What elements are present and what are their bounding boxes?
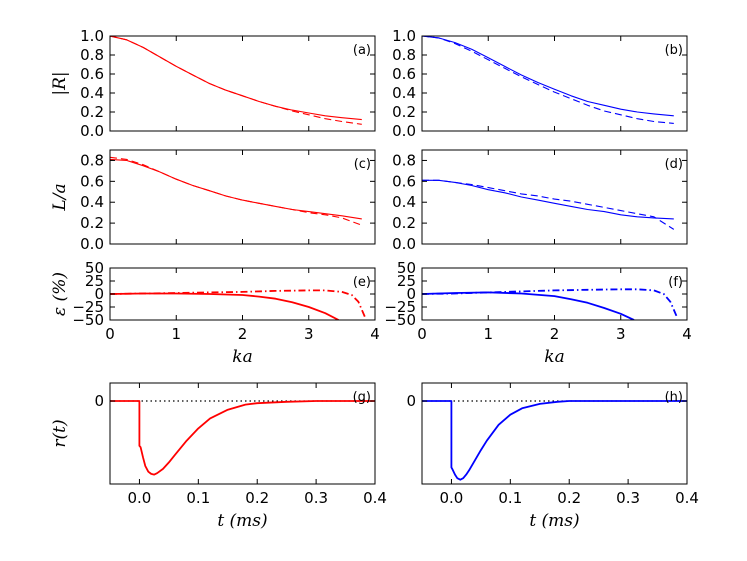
- x-tick-label: 0: [105, 325, 115, 343]
- y-tick-label: 0.8: [392, 151, 416, 169]
- y-tick-label: 0.0: [80, 122, 104, 140]
- panel-label: (d): [665, 157, 683, 172]
- x-tick-label: 0.1: [186, 489, 210, 507]
- series-dashdot-line: [110, 289, 366, 318]
- x-tick-label: 0.2: [557, 489, 581, 507]
- panel-g: 0 0.0 0.1 0.2 0.3 0.4 (g) r(t) t (ms): [50, 382, 387, 531]
- series-response-line: [422, 400, 687, 481]
- x-axis-label: ka: [544, 347, 564, 367]
- y-axis-label: |R|: [50, 71, 70, 95]
- y-tick-label: 1.0: [392, 27, 416, 45]
- panel-h: 0 0.0 0.1 0.2 0.3 0.4 (h) t (ms): [406, 382, 699, 531]
- y-tick-label: 0: [406, 285, 416, 303]
- x-tick-label: 2: [238, 325, 248, 343]
- x-tick-label: 0: [417, 325, 427, 343]
- series-solid-line: [422, 179, 674, 220]
- y-tick-label: 50: [85, 259, 104, 277]
- y-axis-label: L/a: [50, 183, 70, 211]
- series-solid-line: [422, 36, 674, 117]
- series-solid-line: [422, 291, 635, 320]
- panel-label: (h): [665, 390, 683, 405]
- y-tick-label: −25: [384, 298, 416, 316]
- series-dashed-line: [422, 179, 675, 230]
- axes-frame: [421, 382, 688, 485]
- axes-frame: [109, 149, 376, 245]
- x-tick-label: 0.1: [498, 489, 522, 507]
- series-solid-line: [110, 158, 362, 220]
- axes-frame: [421, 35, 688, 132]
- series-response-line: [110, 400, 375, 476]
- y-tick-label: −25: [72, 298, 104, 316]
- y-tick-label: 0.4: [392, 193, 416, 211]
- x-tick-label: 0.4: [675, 489, 699, 507]
- y-tick-label: 0.0: [392, 235, 416, 253]
- y-tick-label: 0.4: [80, 84, 104, 102]
- y-tick-label: 25: [85, 272, 104, 290]
- panel-label: (g): [353, 390, 371, 405]
- y-tick-label: 0.4: [392, 84, 416, 102]
- y-tick-label: 1.0: [80, 27, 104, 45]
- x-tick-label: 0.2: [245, 489, 269, 507]
- y-tick-label: −50: [72, 311, 104, 329]
- series-dashed-line: [110, 156, 362, 226]
- y-tick-label: 0.6: [80, 172, 104, 190]
- y-tick-label: 0.6: [392, 65, 416, 83]
- panel-label: (a): [353, 43, 371, 58]
- y-tick-label: 0.2: [80, 103, 104, 121]
- x-tick-label: 2: [550, 325, 560, 343]
- y-tick-label: 0.2: [80, 214, 104, 232]
- y-tick-label: 0.6: [80, 65, 104, 83]
- panel-label: (f): [668, 275, 683, 290]
- x-axis-label: t (ms): [529, 511, 579, 531]
- y-tick-label: 0.8: [80, 46, 104, 64]
- panel-d: 0.0 0.2 0.4 0.6 0.8 (d): [392, 149, 688, 253]
- y-tick-label: 0.2: [392, 103, 416, 121]
- x-tick-label: 4: [370, 325, 380, 343]
- y-tick-label: 0: [94, 392, 104, 410]
- x-tick-label: 0.3: [304, 489, 328, 507]
- x-tick-label: 0.3: [616, 489, 640, 507]
- series-solid-line: [110, 36, 362, 121]
- y-tick-label: 0.0: [80, 235, 104, 253]
- x-axis-label: t (ms): [217, 511, 267, 531]
- y-tick-label: 0.0: [392, 122, 416, 140]
- panel-a: 0.00.20.40.60.81.0 (a) |R|: [50, 27, 376, 140]
- y-tick-label: 50: [397, 259, 416, 277]
- x-tick-label: 0.0: [128, 489, 152, 507]
- x-tick-label: 3: [616, 325, 626, 343]
- panel-label: (b): [665, 43, 683, 58]
- y-tick-label: 0: [406, 392, 416, 410]
- panel-b: 0.00.20.40.60.81.0 (b): [392, 27, 688, 140]
- y-tick-label: 0.6: [392, 172, 416, 190]
- axes-frame: [421, 149, 688, 245]
- y-tick-label: 25: [397, 272, 416, 290]
- x-tick-label: 1: [171, 325, 181, 343]
- panel-label: (e): [353, 275, 371, 290]
- y-tick-label: 0.4: [80, 193, 104, 211]
- x-axis-label: ka: [232, 347, 252, 367]
- x-tick-label: 1: [483, 325, 493, 343]
- series-solid-line: [110, 292, 340, 320]
- series-dashed-line: [422, 36, 674, 124]
- x-tick-label: 3: [304, 325, 314, 343]
- panel-c: 0.0 0.2 0.4 0.6 0.8 (c) L/a: [50, 149, 376, 253]
- x-tick-label: 4: [682, 325, 692, 343]
- y-tick-label: 0.2: [392, 214, 416, 232]
- y-axis-label: r(t): [50, 419, 70, 447]
- y-tick-label: −50: [384, 311, 416, 329]
- y-tick-label: 0: [94, 285, 104, 303]
- y-tick-label: 0.8: [80, 151, 104, 169]
- x-tick-label: 0.0: [440, 489, 464, 507]
- axes-frame: [109, 382, 376, 485]
- series-dashed-line: [110, 36, 362, 125]
- panel-label: (c): [354, 157, 371, 172]
- series-dashdot-line: [422, 288, 678, 318]
- y-axis-label: ε (%): [50, 272, 70, 316]
- x-tick-label: 0.4: [363, 489, 387, 507]
- y-tick-label: 0.8: [392, 46, 416, 64]
